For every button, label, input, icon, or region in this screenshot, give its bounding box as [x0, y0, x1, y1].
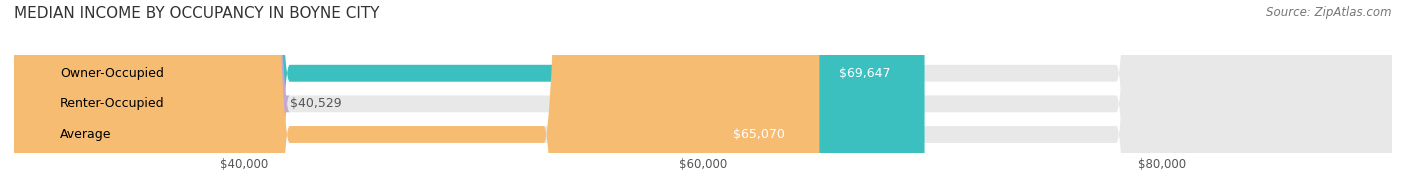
Text: MEDIAN INCOME BY OCCUPANCY IN BOYNE CITY: MEDIAN INCOME BY OCCUPANCY IN BOYNE CITY	[14, 6, 380, 21]
Text: $40,529: $40,529	[290, 97, 342, 110]
FancyBboxPatch shape	[14, 0, 1392, 196]
FancyBboxPatch shape	[0, 0, 290, 196]
Text: Source: ZipAtlas.com: Source: ZipAtlas.com	[1267, 6, 1392, 19]
FancyBboxPatch shape	[14, 0, 1392, 196]
FancyBboxPatch shape	[14, 0, 820, 196]
Text: Renter-Occupied: Renter-Occupied	[60, 97, 165, 110]
FancyBboxPatch shape	[14, 0, 1392, 196]
FancyBboxPatch shape	[14, 0, 925, 196]
Text: $65,070: $65,070	[733, 128, 785, 141]
Text: $69,647: $69,647	[838, 67, 890, 80]
Text: Average: Average	[60, 128, 111, 141]
Text: Owner-Occupied: Owner-Occupied	[60, 67, 165, 80]
